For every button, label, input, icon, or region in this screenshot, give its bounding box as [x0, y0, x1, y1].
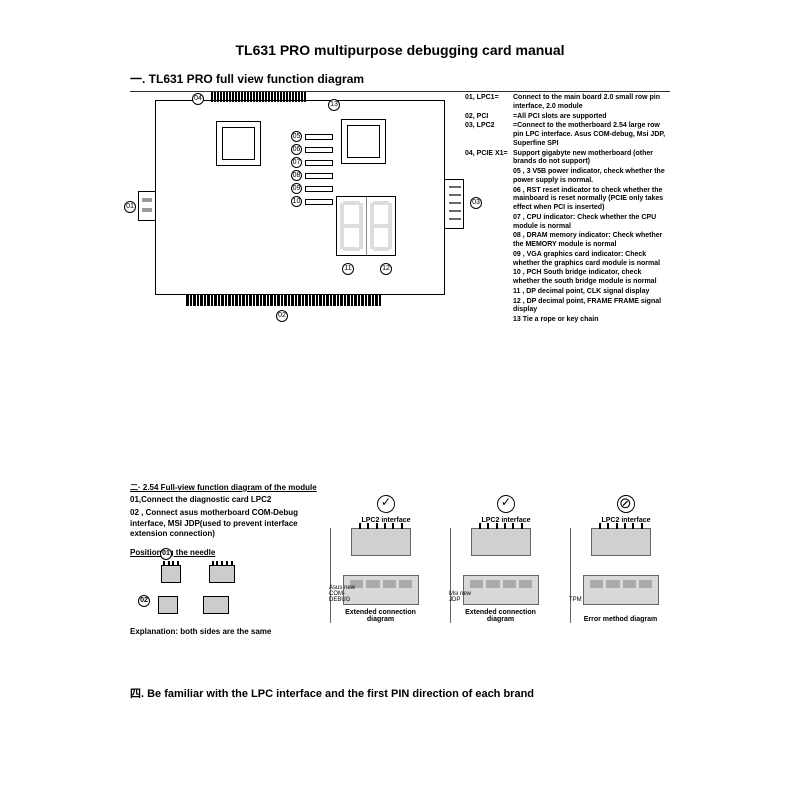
legend-row: 08 , DRAM memory indicator: Check whethe…: [465, 232, 670, 250]
pcb-board: 01 02 03 04 11 12 13 050607080910: [155, 100, 445, 295]
instructions-text: 01,Connect the diagnostic card LPC2 02 ,…: [130, 495, 320, 637]
legend-row: 01, LPC1=Connect to the main board 2.0 s…: [465, 94, 670, 112]
led-row-09: 09: [291, 183, 333, 194]
legend-row: 05 , 3 V5B power indicator, check whethe…: [465, 168, 670, 186]
legend-row: 13 Tie a rope or key chain: [465, 316, 670, 325]
label-02: 02: [276, 310, 288, 322]
module-diagram-area: 01,Connect the diagnostic card LPC2 02 ,…: [130, 495, 670, 675]
label-01: 01: [124, 201, 136, 213]
legend-row: 02, PCI=All PCI slots are supported: [465, 113, 670, 122]
legend-row: 03, LPC2=Connect to the motherboard 2.54…: [465, 122, 670, 148]
legend-row: 10 , PCH South bridge indicator, check w…: [465, 269, 670, 287]
section-2-header: 二· 2.54 Full-view function diagram of th…: [130, 482, 670, 493]
legend-row: 09 , VGA graphics card indicator: Check …: [465, 251, 670, 269]
module-msi: LPC2 interface Msi new JDP Extended conn…: [450, 495, 562, 623]
needle-label: Positioning the needle: [130, 548, 215, 558]
label-12: 12: [380, 263, 392, 275]
chip-1: [216, 121, 261, 166]
section-4-header: 四. Be familiar with the LPC interface an…: [130, 685, 670, 701]
caption-extended-2: Extended connection diagram: [451, 609, 550, 623]
led-row-05: 05: [291, 131, 333, 142]
seven-segment-display: [336, 196, 396, 256]
module-error: LPC2 interface TPM Error method diagram: [570, 495, 682, 623]
small-label-02: 02: [138, 595, 150, 607]
right-connector: [444, 179, 464, 229]
legend-row: 12 , DP decimal point, FRAME FRAME signa…: [465, 298, 670, 316]
led-row-08: 08: [291, 170, 333, 181]
caption-error: Error method diagram: [571, 616, 670, 623]
legend-row: 06 , RST reset indicator to check whethe…: [465, 187, 670, 213]
module-extended: LPC2 interface Asus new COM-DEBUG Extend…: [330, 495, 442, 623]
small-connector-4: [203, 596, 229, 614]
small-connector-2: [209, 565, 235, 583]
cross-icon: [617, 495, 635, 513]
led-row-10: 10: [291, 196, 333, 207]
check-icon: [377, 495, 395, 513]
left-connector: [138, 191, 156, 221]
instruction-1: 01,Connect the diagnostic card LPC2: [130, 495, 320, 505]
legend-row: 04, PCIE X1=Support gigabyte new motherb…: [465, 150, 670, 168]
instruction-2: 02 , Connect asus motherboard COM-Debug …: [130, 508, 320, 539]
led-row-06: 06: [291, 144, 333, 155]
section-1-header: 一. TL631 PRO full view function diagram: [130, 70, 800, 87]
check-icon: [497, 495, 515, 513]
explanation-text: Explanation: both sides are the same: [130, 627, 320, 637]
caption-extended: Extended connection diagram: [331, 609, 430, 623]
edge-connector-top: [211, 89, 321, 101]
legend-list: 01, LPC1=Connect to the main board 2.0 s…: [465, 94, 670, 326]
chip-2: [341, 119, 386, 164]
label-04: 04: [192, 93, 204, 105]
label-11: 11: [342, 263, 354, 275]
led-row-07: 07: [291, 157, 333, 168]
brand-tpm: TPM: [569, 597, 599, 603]
function-diagram-area: 01 02 03 04 11 12 13 050607080910 01, LP…: [130, 92, 670, 352]
legend-row: 07 , CPU indicator: Check whether the CP…: [465, 214, 670, 232]
legend-row: 11 , DP decimal point, CLK signal displa…: [465, 288, 670, 297]
small-label-01: 01: [160, 548, 172, 560]
brand-asus: Asus new COM-DEBUG: [329, 585, 359, 603]
small-connector-3: [158, 596, 178, 614]
label-13: 13: [328, 99, 340, 111]
small-connector-1: [161, 565, 181, 583]
edge-connector-bottom: [186, 294, 416, 308]
brand-msi: Msi new JDP: [449, 591, 479, 603]
page-title: TL631 PRO multipurpose debugging card ma…: [0, 0, 800, 58]
